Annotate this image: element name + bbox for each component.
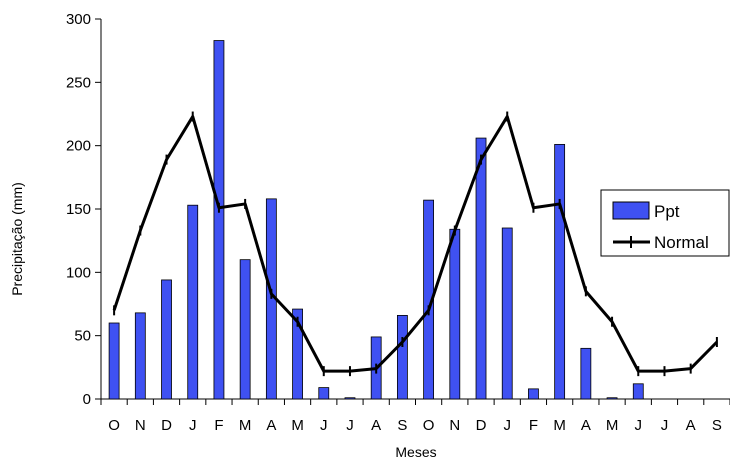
ppt-bar [161,279,172,400]
x-tick-label: M [291,417,304,434]
x-tick-label: F [214,417,223,434]
ppt-bar [501,227,513,400]
x-tick-label: A [266,417,276,434]
x-tick-label: S [712,417,722,434]
legend-normal-label: Normal [654,233,709,252]
ppt-bar [632,383,644,400]
x-tick-label: A [371,417,381,434]
ppt-bar [449,228,461,400]
x-tick-label: M [239,417,252,434]
legend-box [600,189,730,257]
y-tick-label: 200 [66,138,91,155]
ppt-bar [213,40,225,400]
x-tick-label: O [423,417,435,434]
ppt-bar [396,314,408,400]
x-tick-label: N [449,417,460,434]
x-tick-label: J [320,417,328,434]
y-tick-label: 0 [83,391,91,408]
ppt-bar [475,137,487,400]
x-tick-label: A [581,417,591,434]
legend: Ppt Normal [600,189,730,257]
legend-ppt-swatch [612,201,650,220]
ppt-bar [606,397,618,400]
x-tick-label: N [135,417,146,434]
ppt-bar [554,143,566,400]
x-tick-label: J [503,417,511,434]
x-tick-label: J [635,417,643,434]
ppt-bar [108,322,120,400]
y-axis-title: Precipitação (mm) [9,182,25,296]
ppt-bar [580,347,592,400]
ppt-bar [292,308,303,400]
ppt-bar [528,388,539,400]
x-tick-label: A [686,417,696,434]
y-axis: 0 50 100 150 200 250 300 [66,11,102,408]
normal-series-line [112,115,718,373]
x-tick-label: D [476,417,487,434]
ppt-bar [318,387,330,400]
x-tick-label: J [189,417,197,434]
x-tick-label: M [606,417,619,434]
ppt-bar [344,397,356,400]
legend-ppt-label: Ppt [654,202,680,221]
x-tick-label: J [661,417,669,434]
x-axis-title: Meses [395,444,436,460]
ppt-bar [187,204,199,400]
normal-line [112,111,718,377]
y-tick-label: 300 [66,11,91,28]
y-tick-label: 100 [66,264,91,281]
ppt-bars [108,40,644,400]
y-tick-label: 50 [74,328,91,345]
x-tick-label: J [346,417,354,434]
x-tick-label: D [161,417,172,434]
y-tick-label: 150 [66,201,91,218]
ppt-bar [239,259,251,400]
x-tick-label: M [553,417,566,434]
x-tick-label: S [397,417,407,434]
y-tick-label: 250 [66,74,91,91]
x-tick-label: F [529,417,538,434]
x-tick-label: O [108,417,120,434]
ppt-bar [134,312,146,400]
